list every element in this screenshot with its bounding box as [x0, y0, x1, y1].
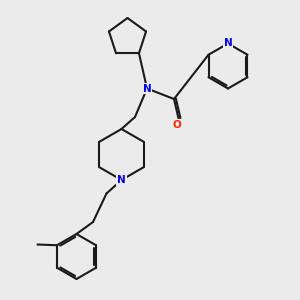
- Text: N: N: [142, 83, 152, 94]
- Text: N: N: [117, 175, 126, 185]
- Text: N: N: [224, 38, 232, 49]
- Text: O: O: [172, 119, 182, 130]
